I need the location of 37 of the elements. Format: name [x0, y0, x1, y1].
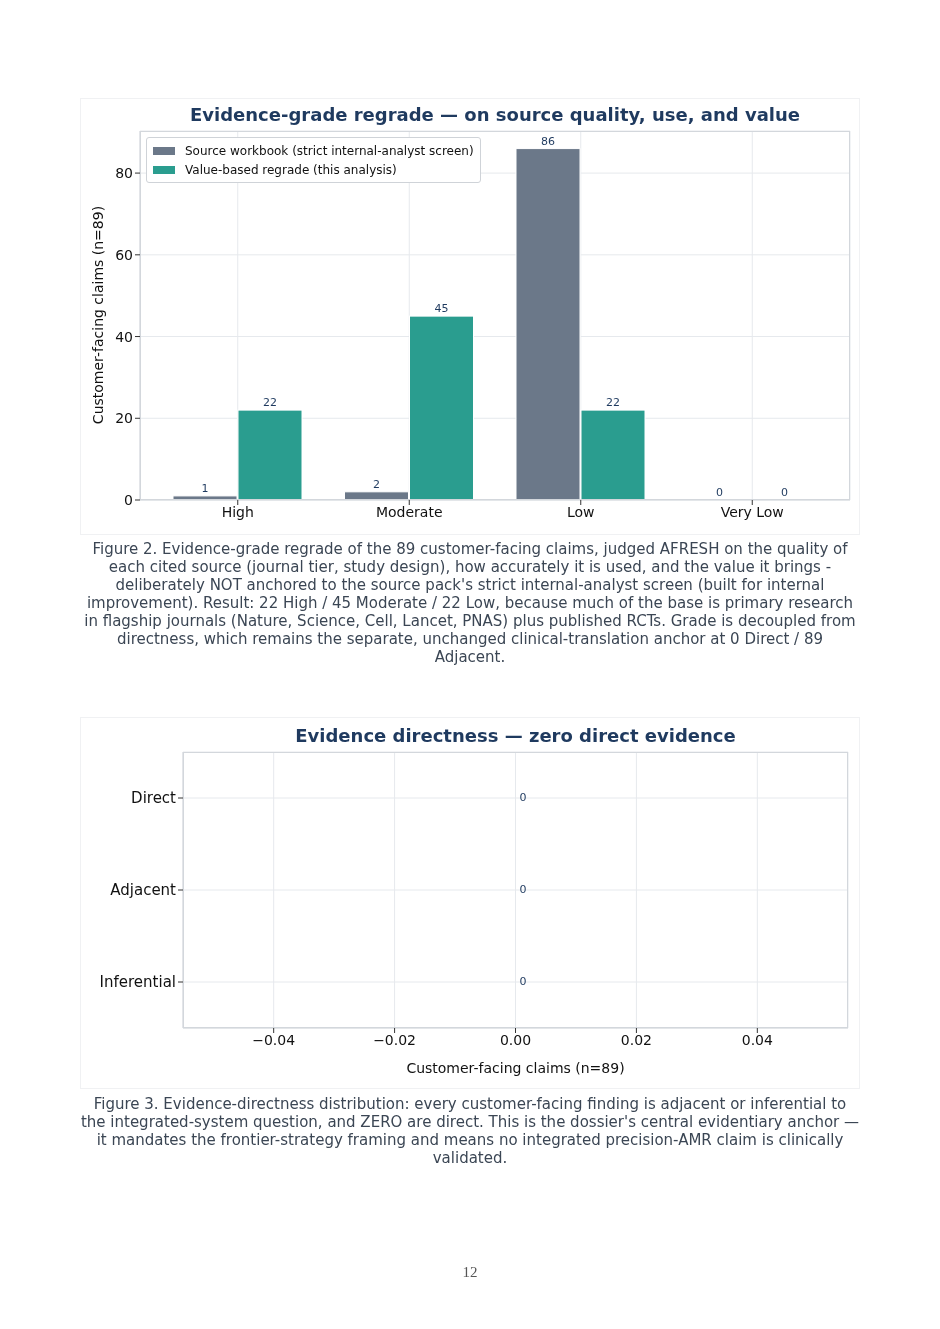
- x-tick-label: 0.04: [741, 1031, 773, 1048]
- x-tick-label: −0.04: [252, 1031, 296, 1048]
- data-label: 0: [519, 883, 527, 897]
- caption: Figure 3. Evidence-directness distribution: every customer-facing finding is adjacent or inferential to the integrated-system question, and ZERO are direct. This is the dossier's central evidentiary anchor — it mandates the frontier-strategy framing and means no integrated precision-AMR claim is clinically validated.: [80, 1095, 860, 1167]
- y-axis-title: Customer-facing claims (n=89): [89, 204, 105, 426]
- chart-title: Evidence-grade regrade — on source quality, use, and value: [189, 104, 801, 125]
- text: 12: [461, 1264, 479, 1281]
- y-tick-label: 60: [115, 246, 133, 263]
- y-tick-label: 0: [124, 491, 133, 508]
- chart-title: Evidence directness — zero direct evidence: [294, 725, 737, 746]
- legend-label: Value-based regrade (this analysis): [185, 162, 397, 177]
- x-tick-label: Very Low: [720, 503, 784, 520]
- caption: Figure 2. Evidence-grade regrade of the 89 customer-facing claims, judged AFRESH on the quality of each cited source (journal tier, study design), how accurately it is used, and the value it brings - deliberately NOT anchored to the source pack's strict internal-analyst screen (built for internal improvement). Result: 22 High / 45 Moderate / 22 Low, because much of the base is primary research in flagship journals (Nature, Science, Cell, Lancet, PNAS) plus published RCTs. Grade is decoupled from directness, which remains the separate, unchanged clinical-translation anchor at 0 Direct / 89 Adjacent.: [83, 540, 857, 666]
- data-label: 1: [201, 481, 209, 495]
- x-tick-label: Low: [566, 503, 595, 520]
- data-label: 0: [519, 975, 527, 989]
- data-label: 22: [606, 396, 620, 410]
- data-label: 2: [373, 477, 380, 491]
- x-axis-title: Customer-facing claims (n=89): [405, 1060, 626, 1076]
- y-tick-label: Adjacent: [110, 881, 177, 900]
- y-tick-label: Direct: [131, 789, 177, 808]
- x-tick-label: −0.02: [373, 1031, 417, 1048]
- y-tick-label: 40: [115, 328, 133, 345]
- data-label: 0: [716, 486, 723, 499]
- data-label: 0: [781, 486, 788, 499]
- x-tick-label: High: [221, 503, 254, 520]
- y-tick-label: Inferential: [99, 973, 176, 992]
- x-tick-label: 0.00: [499, 1031, 532, 1048]
- y-tick-label: 20: [115, 410, 133, 427]
- data-label: 0: [519, 791, 527, 805]
- x-tick-label: 0.02: [620, 1031, 652, 1048]
- data-label: 45: [434, 302, 449, 316]
- legend-label: Source workbook (strict internal-analyst screen): [185, 143, 474, 158]
- y-tick-label: 80: [115, 165, 133, 182]
- data-label: 22: [263, 396, 277, 410]
- data-label: 86: [541, 134, 555, 148]
- x-tick-label: Moderate: [375, 503, 443, 520]
